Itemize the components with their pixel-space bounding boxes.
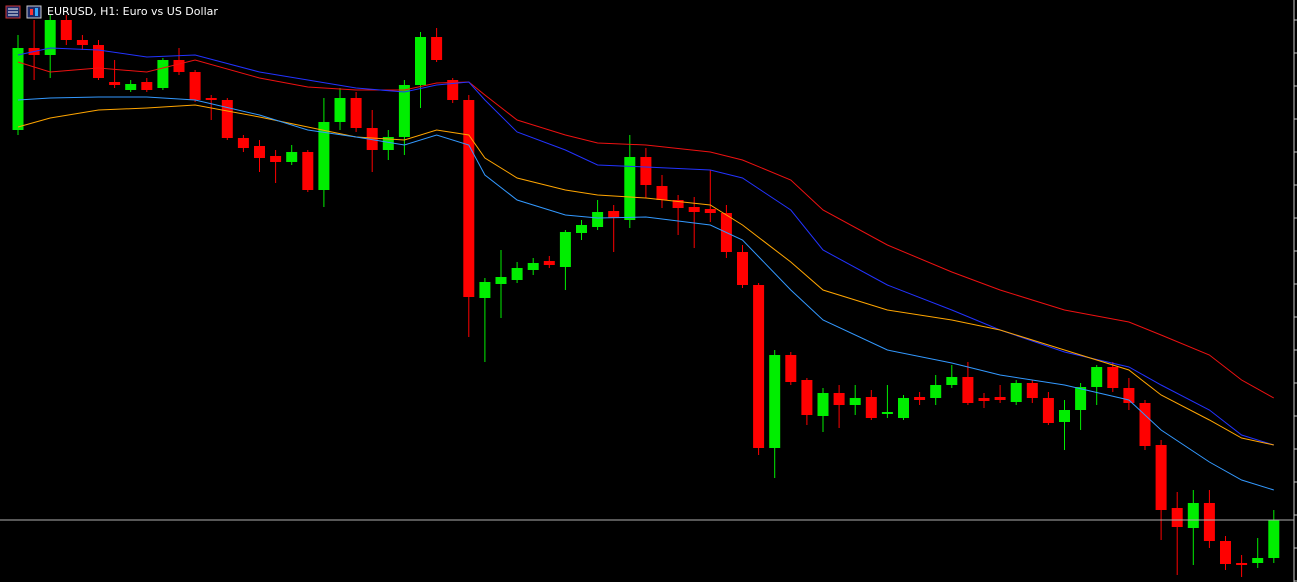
- candle-body: [350, 98, 362, 128]
- candle-body: [737, 252, 748, 285]
- candle-body: [447, 80, 459, 100]
- candle-body: [1107, 367, 1119, 388]
- candle-body: [318, 122, 330, 190]
- candle-body: [1187, 503, 1199, 528]
- candle-body: [1252, 558, 1264, 563]
- candle-body: [865, 397, 877, 418]
- candle-body: [141, 82, 153, 90]
- candle-body: [592, 212, 604, 227]
- candle-body: [688, 207, 700, 212]
- candle-body: [898, 398, 909, 418]
- candle-body: [914, 397, 926, 400]
- candle-body: [431, 37, 443, 60]
- candle-body: [221, 100, 233, 138]
- candle-body: [1155, 445, 1167, 510]
- candle-body: [1091, 367, 1103, 387]
- candle-body: [173, 60, 185, 72]
- candle-body: [1268, 520, 1280, 558]
- candle-body: [753, 285, 765, 448]
- candle-body: [254, 146, 265, 158]
- candle-body: [978, 398, 990, 401]
- candle-body: [1026, 383, 1038, 398]
- candle-body: [398, 85, 410, 137]
- candle-body: [302, 152, 314, 190]
- candle-body: [270, 156, 282, 162]
- candle-body: [769, 355, 781, 448]
- chart-title: EURUSD, H1: Euro vs US Dollar: [47, 5, 218, 18]
- candle-body: [881, 412, 893, 414]
- candle-body: [994, 397, 1006, 400]
- candle-body: [12, 48, 24, 130]
- candle-body: [962, 377, 974, 403]
- candle-body: [479, 282, 491, 298]
- candle-body: [205, 98, 217, 100]
- candle-body: [785, 355, 797, 382]
- candle-body: [1042, 398, 1054, 423]
- candle-body: [1236, 563, 1248, 565]
- candle-body: [1220, 541, 1231, 564]
- candle-body: [946, 377, 958, 385]
- candle-body: [624, 157, 636, 220]
- candle-body: [125, 84, 137, 90]
- candle-body: [559, 232, 571, 267]
- moving-average-line: [17, 104, 1274, 446]
- candle-body: [608, 211, 620, 218]
- candle-body: [704, 209, 716, 213]
- candle-body: [1139, 403, 1151, 446]
- candle-body: [833, 393, 845, 405]
- candle-body: [382, 137, 394, 150]
- candle-body: [576, 225, 587, 233]
- candle-body: [1203, 503, 1215, 541]
- candle-body: [511, 268, 523, 280]
- candle-body: [672, 200, 684, 208]
- candle-body: [817, 393, 829, 416]
- moving-average-line: [17, 59, 1275, 399]
- candle-body: [656, 186, 668, 200]
- candle-body: [189, 72, 201, 100]
- toolbar-icons: [5, 5, 42, 19]
- candle-body: [44, 20, 56, 55]
- candle-body: [1075, 387, 1087, 410]
- moving-average-line: [17, 96, 1274, 491]
- candle-body: [801, 380, 813, 415]
- candle-body: [157, 60, 169, 88]
- candle-body: [76, 40, 88, 45]
- candle-body: [640, 157, 652, 185]
- candle-body: [1059, 410, 1070, 422]
- candle-body: [1010, 383, 1022, 402]
- candle-body: [1123, 388, 1135, 403]
- candle-body: [286, 152, 298, 162]
- candle-body: [1171, 508, 1183, 527]
- candle-body: [495, 277, 507, 284]
- candle-body: [93, 45, 104, 78]
- candle-body: [334, 98, 346, 122]
- candle-body: [109, 82, 121, 85]
- candle-body: [527, 263, 539, 270]
- candle-body: [463, 100, 475, 297]
- candle-body: [237, 138, 249, 148]
- candle-body: [60, 20, 72, 40]
- candle-body: [366, 128, 378, 150]
- candle-body: [543, 261, 555, 265]
- candle-body: [849, 398, 861, 405]
- candle-body: [415, 37, 426, 85]
- candle-body: [930, 385, 942, 398]
